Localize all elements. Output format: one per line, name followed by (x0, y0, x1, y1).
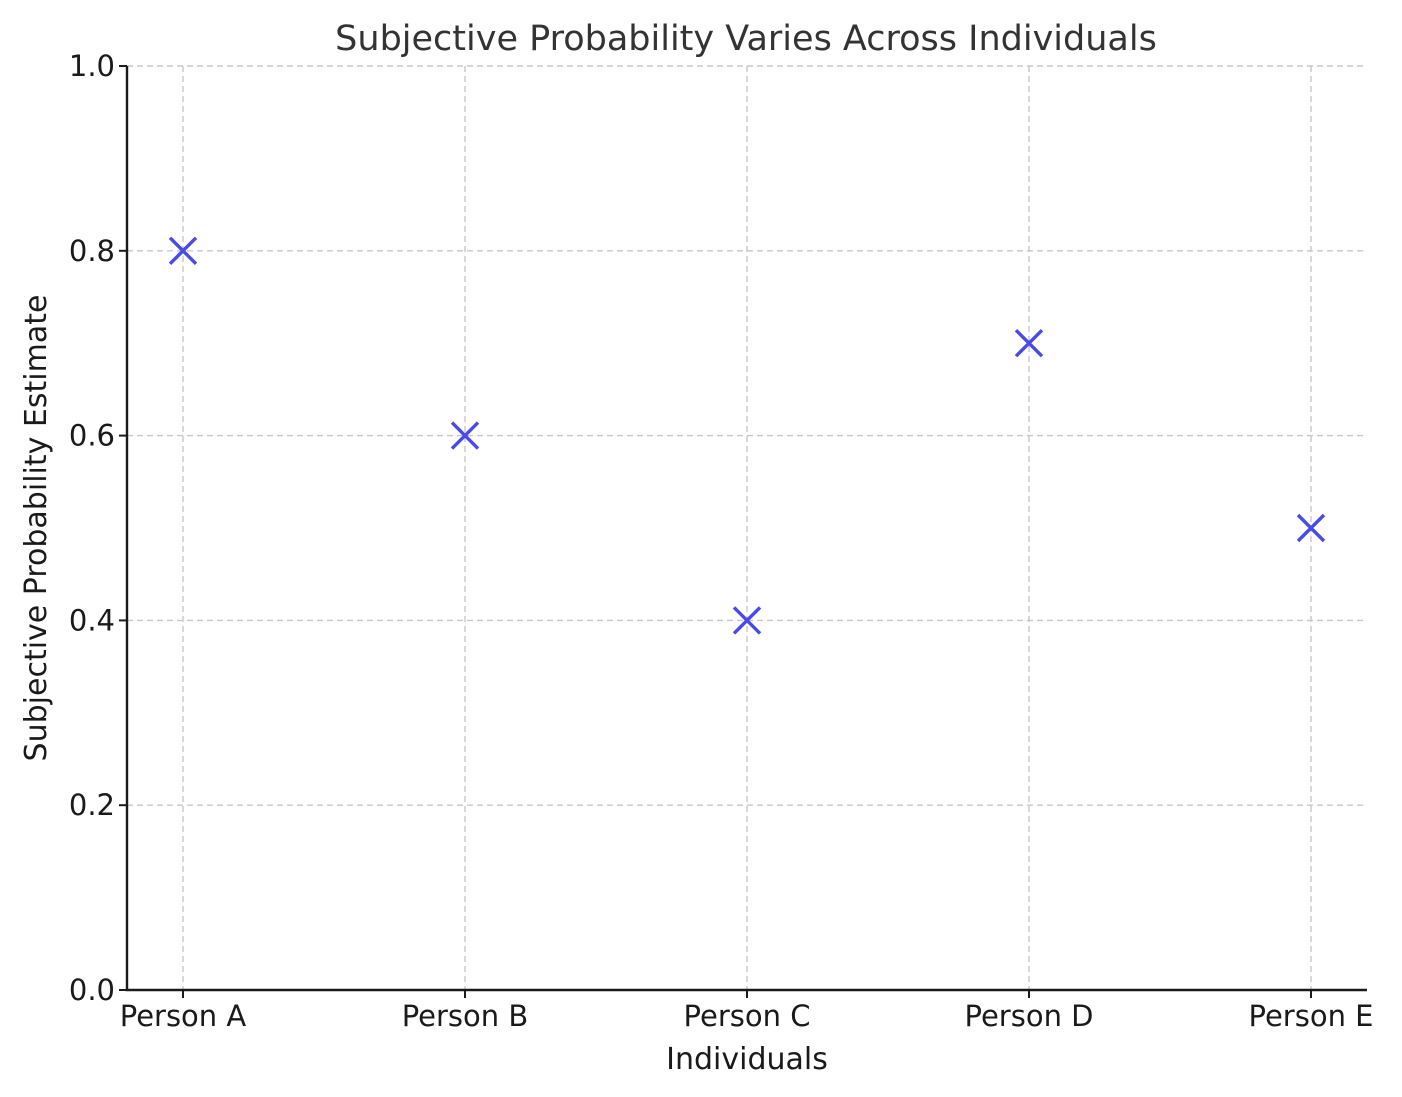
x-marker (1296, 513, 1326, 543)
chart-title: Subjective Probability Varies Across Ind… (335, 19, 1157, 59)
x-axis-label: Individuals (666, 1042, 828, 1077)
data-point-person-d (1014, 328, 1044, 358)
y-axis-label: Subjective Probability Estimate (19, 295, 54, 762)
y-tick-label: 0.0 (69, 973, 115, 1007)
x-axis-ticks: Person A Person B Person C Person D Person E (120, 990, 1374, 1033)
y-tick-label: 0.8 (69, 234, 115, 268)
data-point-person-e (1296, 513, 1326, 543)
y-tick-label: 0.4 (69, 603, 115, 637)
data-points (168, 236, 1326, 635)
x-marker (732, 606, 762, 635)
x-tick-label: Person B (402, 999, 529, 1033)
y-axis-ticks: 0.0 0.2 0.4 0.6 0.8 1.0 (69, 49, 127, 1007)
x-tick-label: Person D (965, 999, 1094, 1033)
x-marker (1014, 328, 1044, 358)
y-tick-label: 0.2 (69, 788, 115, 822)
data-point-person-a (168, 236, 198, 266)
y-tick-label: 0.6 (69, 419, 115, 453)
x-tick-label: Person A (120, 999, 247, 1033)
y-tick-label: 1.0 (69, 49, 115, 83)
x-tick-label: Person E (1249, 999, 1374, 1033)
x-marker (450, 421, 480, 450)
x-tick-label: Person C (684, 999, 811, 1033)
data-point-person-b (450, 421, 480, 450)
grid-lines (127, 65, 1367, 991)
x-marker (168, 236, 198, 266)
data-point-person-c (732, 606, 762, 635)
